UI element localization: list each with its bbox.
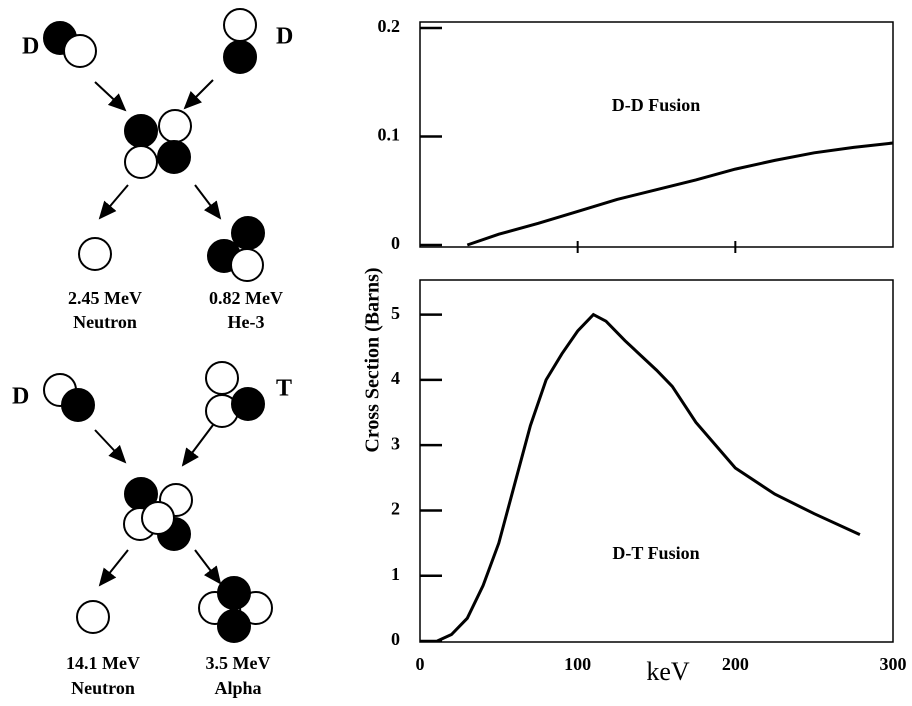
arrow [98,549,129,587]
neutron [78,237,112,271]
y-tick-label: 4 [391,368,400,388]
y-tick-label: 5 [391,303,400,323]
particle: He-3 [228,312,265,332]
proton [217,576,251,610]
dd-diagram: D D 2.45 MeV Neutron 0.82 MeV He-3 [22,8,293,332]
proton [157,140,191,174]
arrow [183,79,214,110]
plot-frame [419,21,894,248]
proton [124,114,158,148]
y-tick-label: 0 [391,629,400,649]
proton [231,216,265,250]
y-tick-label: 0.2 [378,16,401,36]
proton [61,388,95,422]
neutron [230,248,264,282]
plot-frame [419,279,894,643]
particle: Alpha [214,678,261,698]
data-line [466,141,894,247]
y-tick-label: 0 [391,233,400,253]
x-tick-label: 100 [564,654,591,674]
y-tick-label: 0.1 [378,125,401,145]
annotation: D-D Fusion [612,95,701,115]
particle: Neutron [71,678,135,698]
arrow [94,81,127,112]
label: T [276,376,292,402]
annotation: D-T Fusion [612,543,699,563]
x-axis-label: keV [646,657,690,686]
label: D [12,384,29,410]
energy: 0.82 MeV [209,288,283,308]
label: D [22,34,39,60]
arrow [98,184,129,220]
y-tick-label: 1 [391,564,400,584]
neutron [141,501,175,535]
energy: 2.45 MeV [68,288,142,308]
neutron [158,109,192,143]
arrow [194,184,222,220]
arrow [181,424,214,467]
neutron [63,34,97,68]
y-axis-label: Cross Section (Barns) [362,267,384,452]
arrow [94,429,127,464]
neutron [76,600,110,634]
energy: 14.1 MeV [66,653,140,673]
y-tick-label: 2 [391,499,400,519]
dt-diagram: D T 14.1 MeV Neutron 3.5 MeV Alpha [12,361,292,698]
data-line [436,312,861,643]
proton [217,609,251,643]
y-tick-label: 3 [391,433,400,453]
proton [223,40,257,74]
proton [231,387,265,421]
x-tick-label: 0 [416,654,425,674]
arrow [194,549,222,585]
particle: Neutron [73,312,137,332]
x-tick-label: 300 [880,654,907,674]
neutron [124,145,158,179]
neutron [223,8,257,42]
x-tick-label: 200 [722,654,749,674]
label: D [276,24,293,50]
neutron [205,361,239,395]
energy: 3.5 MeV [206,653,271,673]
